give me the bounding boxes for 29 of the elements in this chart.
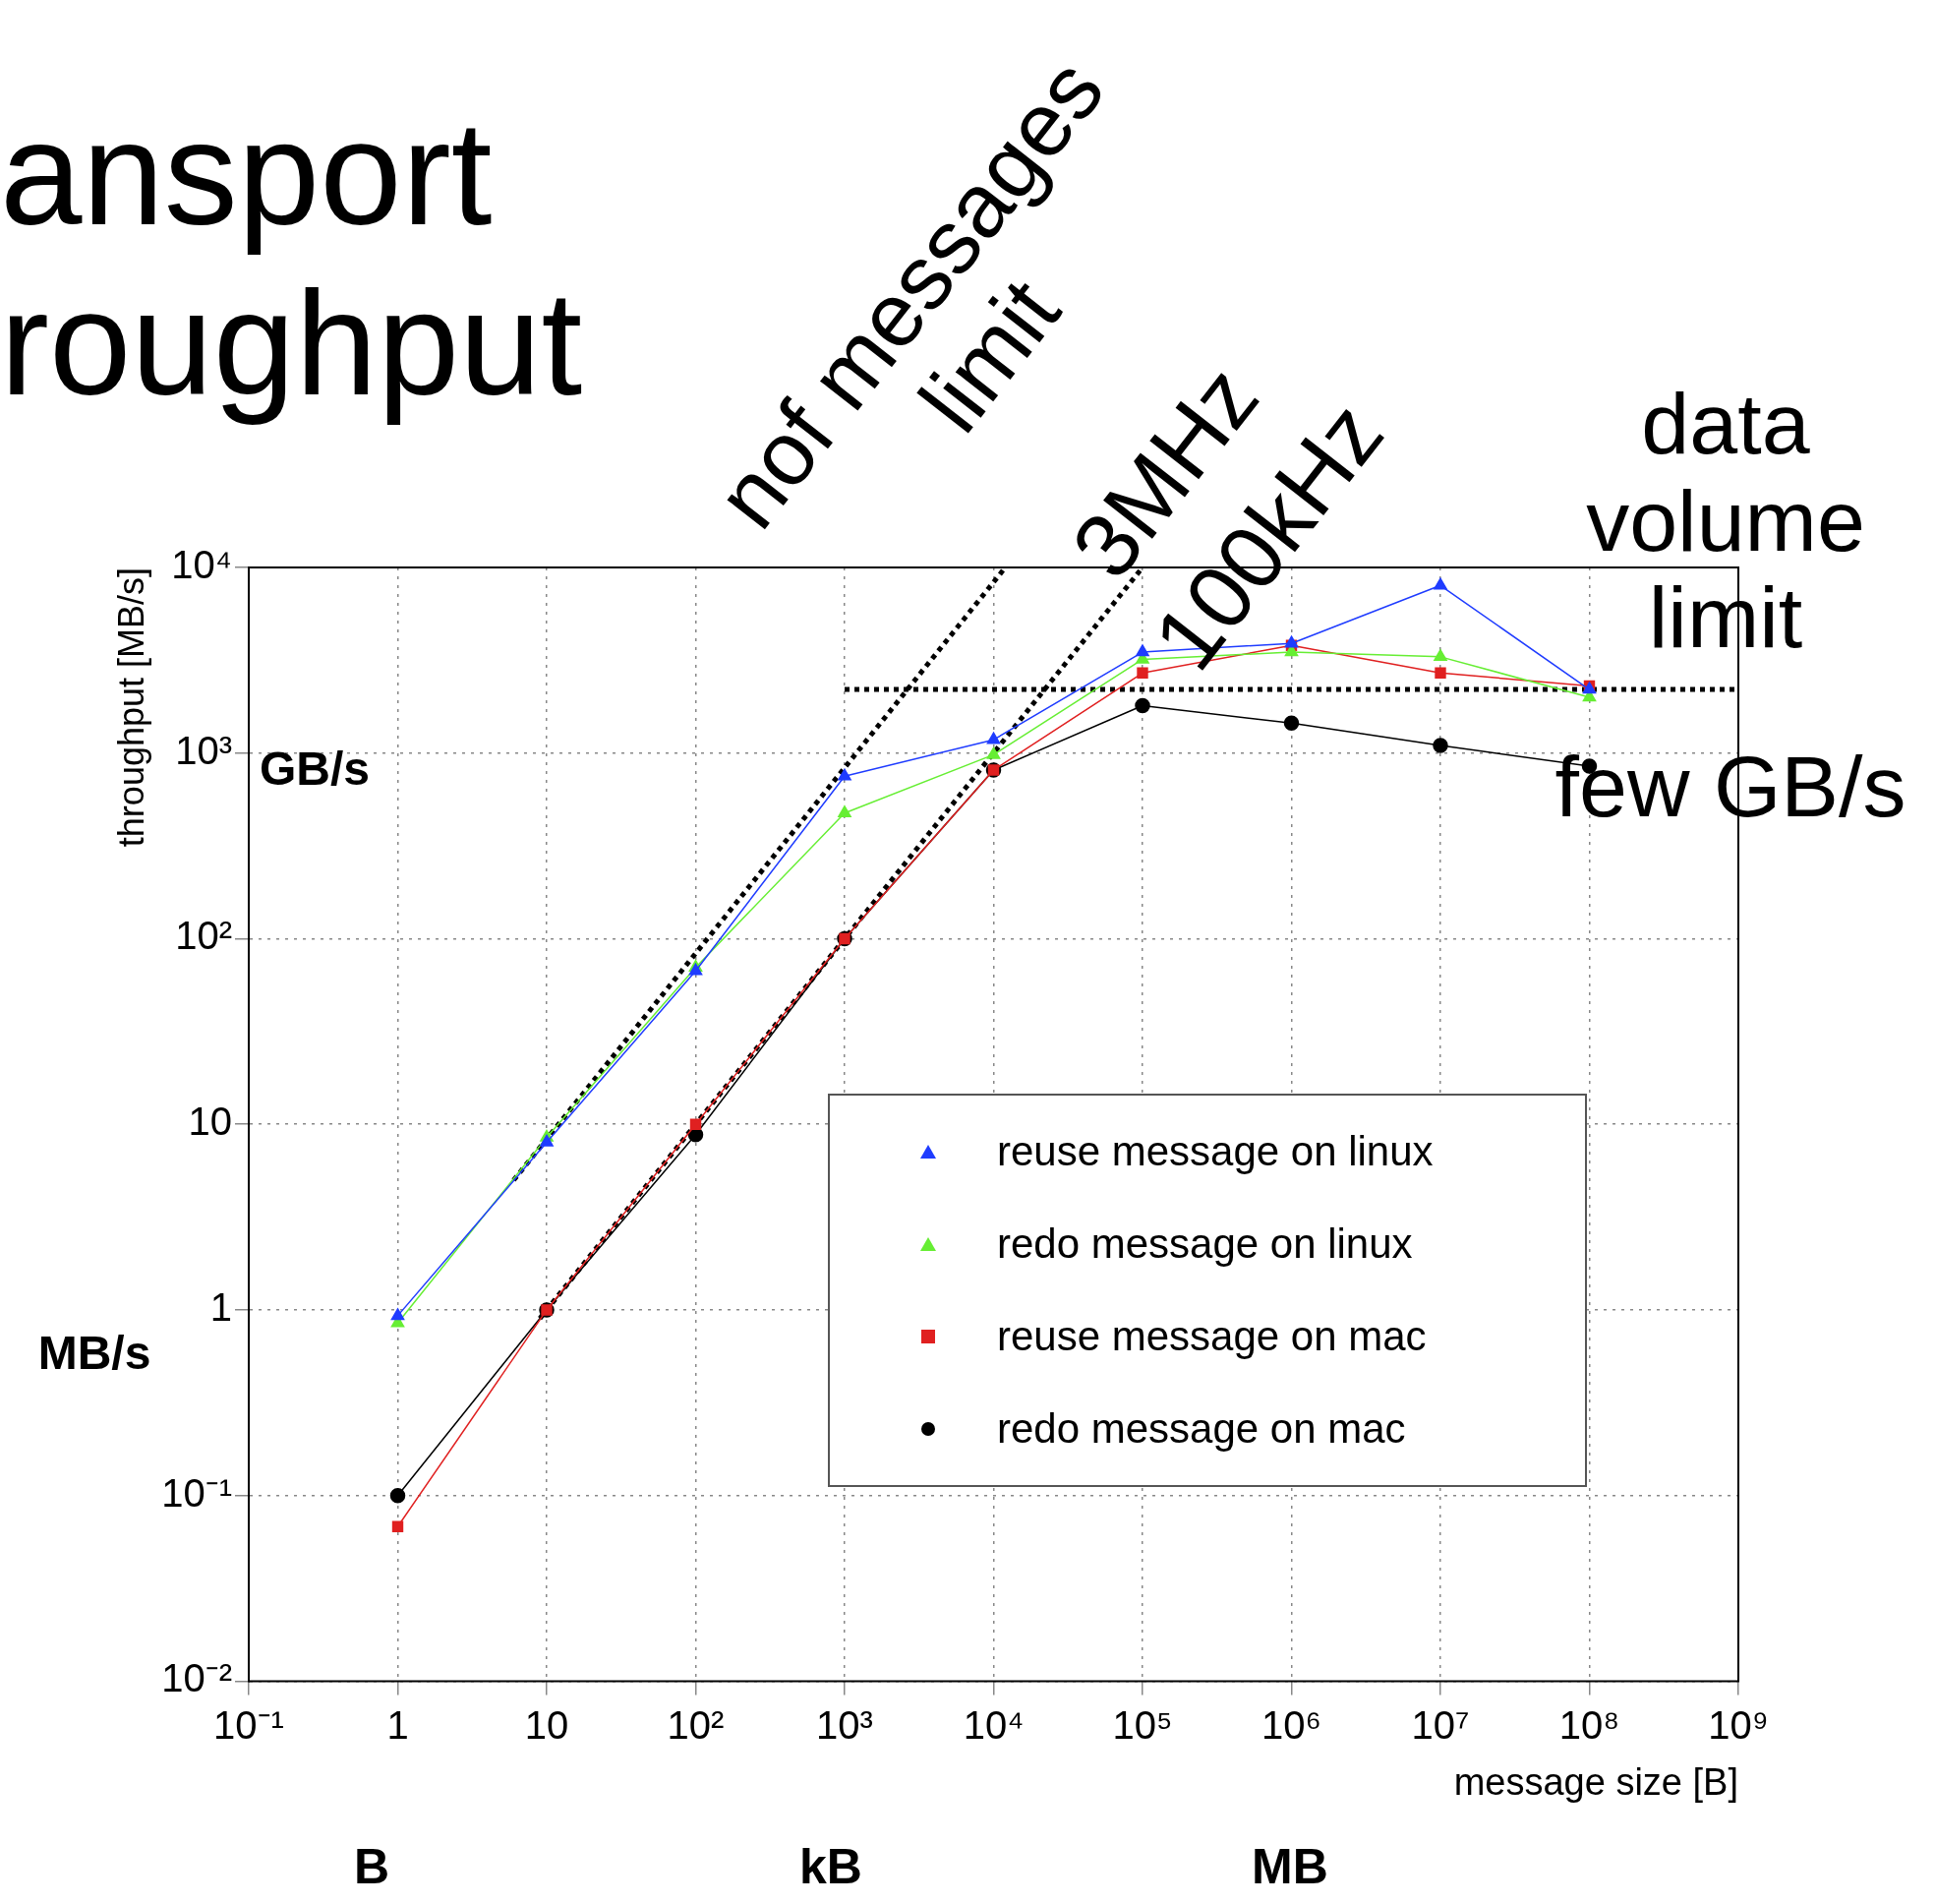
legend-label: redo message on linux: [997, 1220, 1413, 1269]
x-tick-label: 10³: [816, 1703, 873, 1748]
x-tick-label: 10⁶: [1261, 1703, 1321, 1748]
chart-title: ansport roughput: [0, 89, 583, 428]
y-tick-label: 10: [188, 1100, 233, 1144]
text: MB: [1252, 1839, 1328, 1894]
legend-label: reuse message on mac: [997, 1313, 1427, 1361]
text: kB: [799, 1839, 862, 1894]
y-tick-label: 10⁴: [171, 543, 233, 587]
x-tick-label: 10⁵: [1112, 1703, 1173, 1748]
legend-label: redo message on mac: [997, 1405, 1406, 1454]
text: B: [353, 1839, 390, 1894]
x-tick-label: 10: [524, 1703, 569, 1748]
y-tick-label: 10⁻²: [161, 1656, 233, 1700]
legend-label: reuse message on linux: [997, 1128, 1434, 1176]
x-tick-label: 10²: [667, 1703, 725, 1748]
x-tick-label: 10⁹: [1708, 1703, 1769, 1748]
x-tick-label: 1: [386, 1703, 409, 1748]
y-tick-label: 10⁻¹: [161, 1470, 233, 1515]
x-axis-title: message size [B]: [1453, 1760, 1738, 1803]
y-axis-title: throughput [MB/s]: [110, 567, 151, 848]
y-tick-label: 10²: [175, 914, 233, 958]
text: MB/s: [37, 1327, 151, 1380]
x-tick-label: 10⁷: [1411, 1703, 1470, 1748]
x-tick-label: 10⁸: [1558, 1703, 1620, 1748]
x-tick-label: 10⁴: [963, 1703, 1025, 1748]
y-tick-label: 1: [209, 1284, 233, 1329]
annotation: GB/s: [259, 743, 371, 796]
y-tick-label: 10³: [175, 728, 233, 772]
